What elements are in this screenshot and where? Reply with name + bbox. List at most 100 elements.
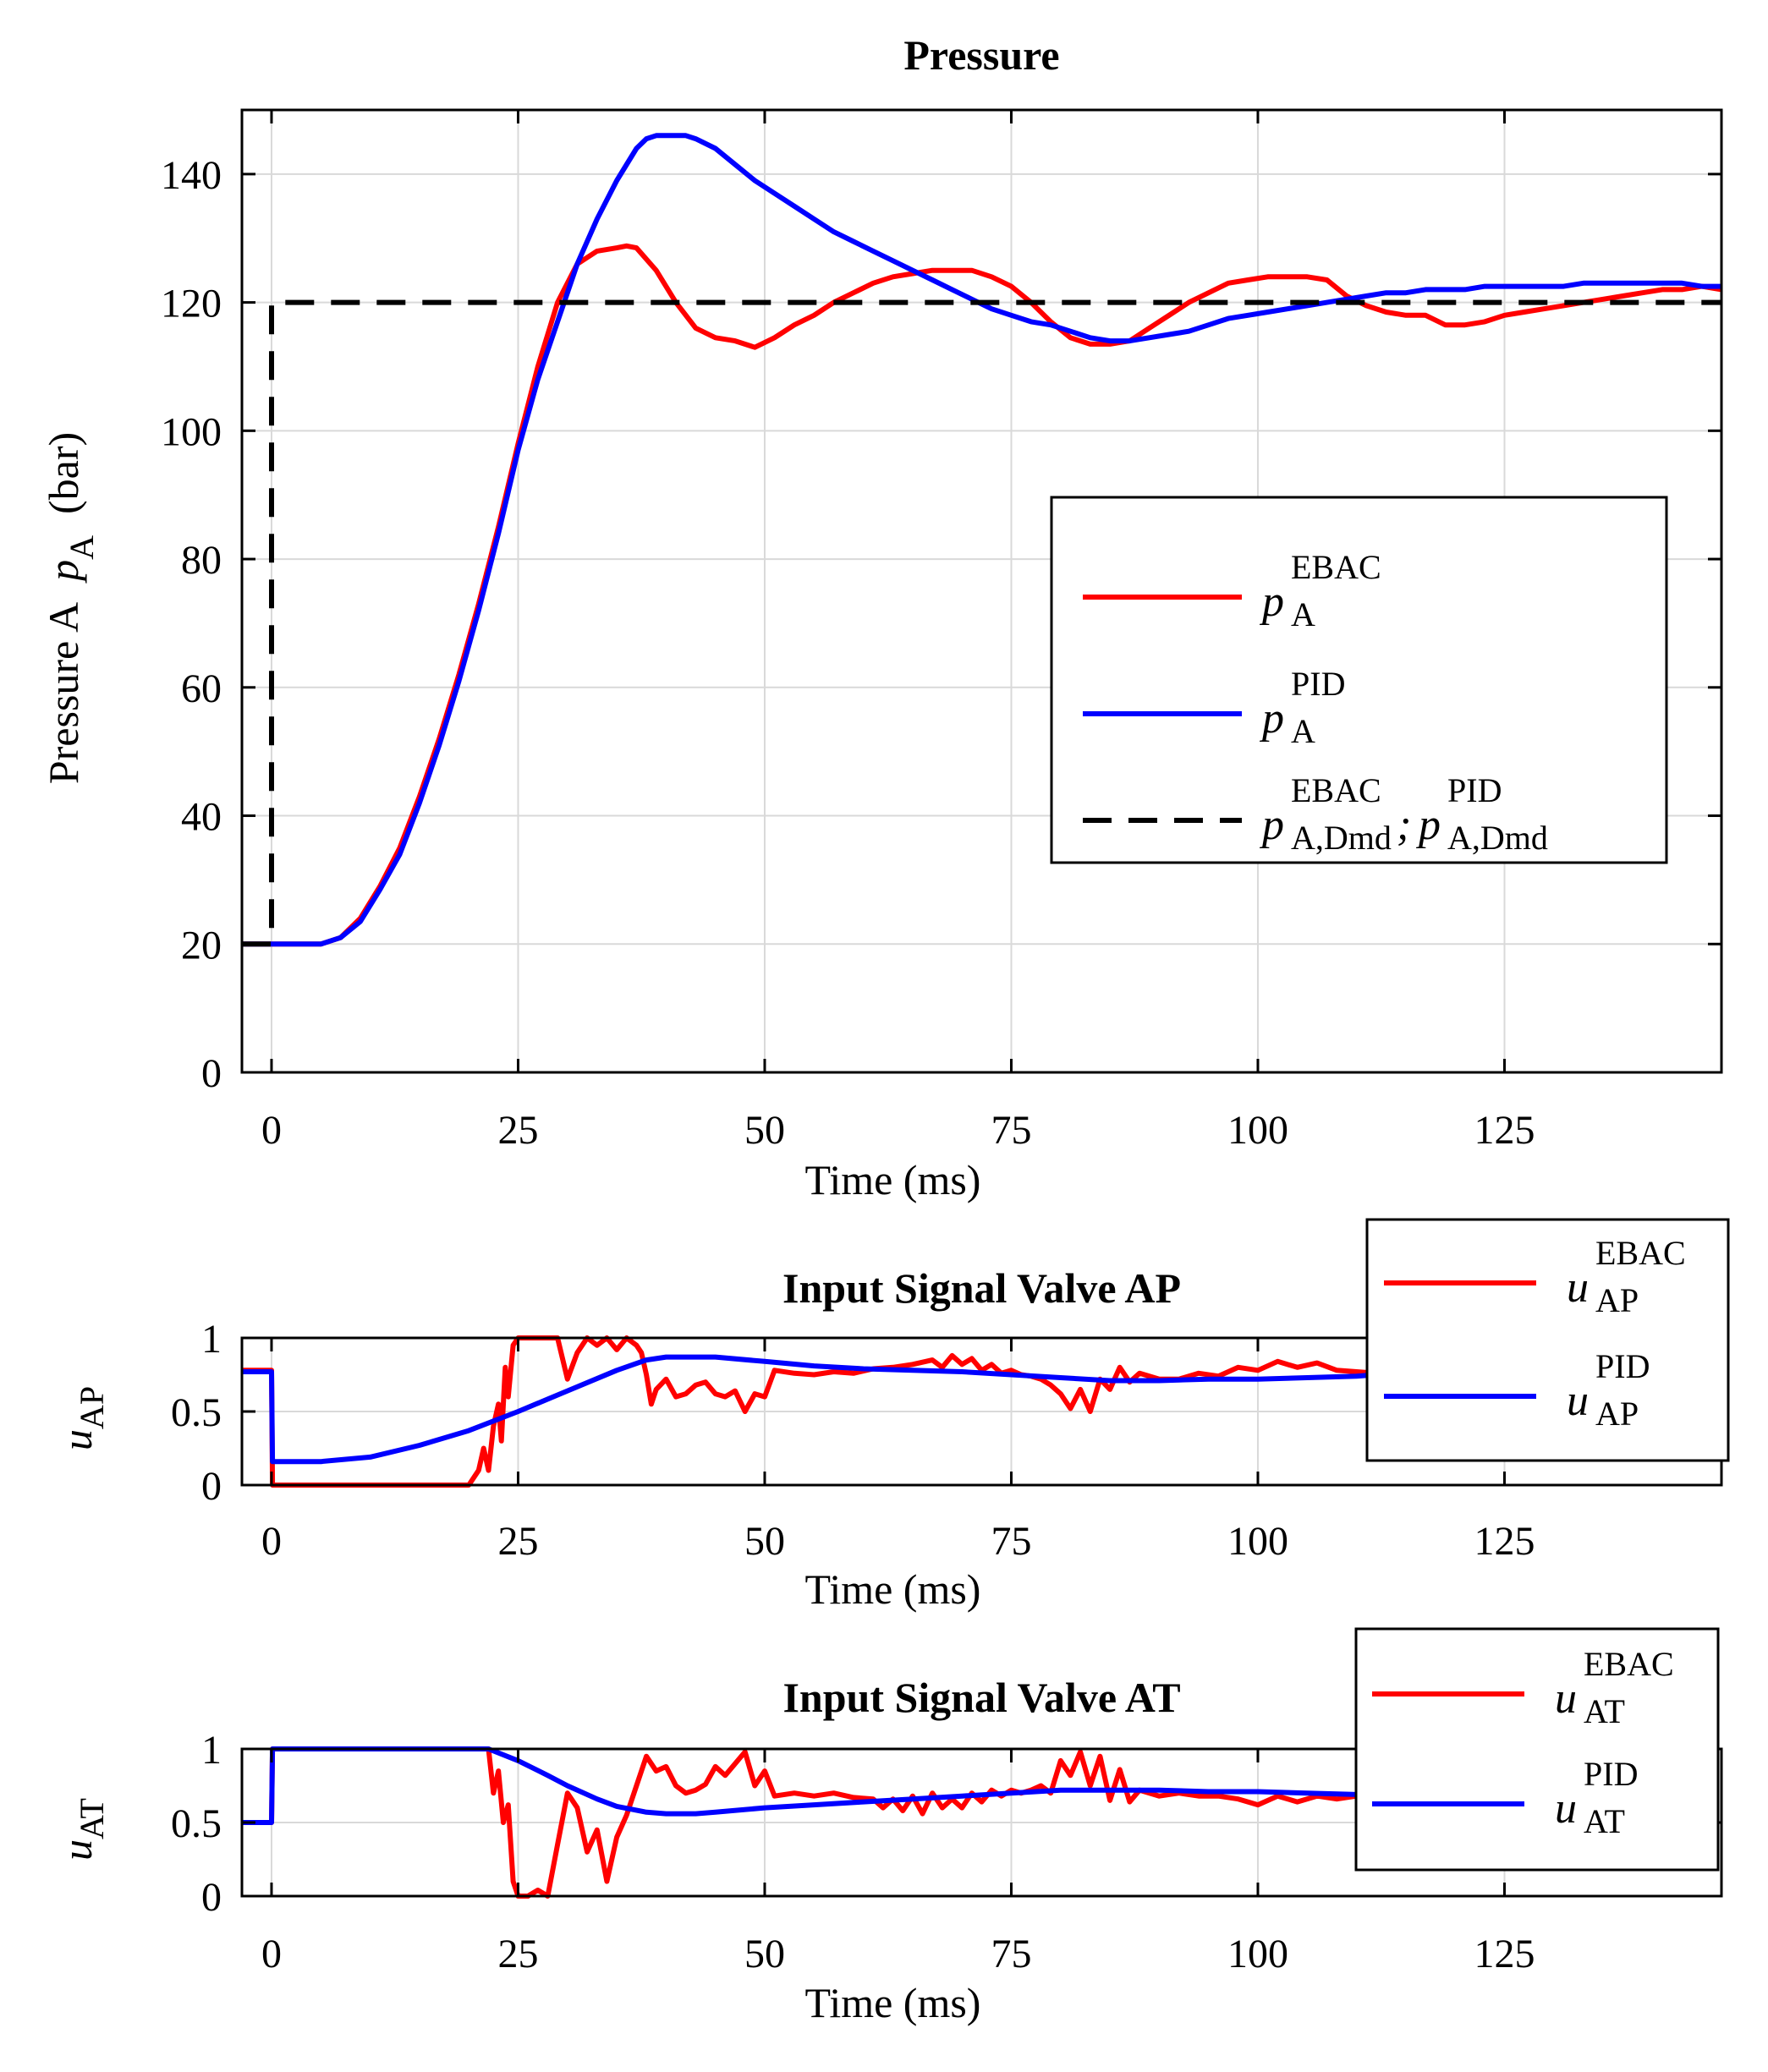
y-tick-label: 1	[201, 1317, 222, 1362]
legend-entry-0: uEBAC AP	[1567, 1234, 1686, 1319]
chart-panel-1: 0 25 50 75 100 125 0 20 40 60 80 100 120 140 Pressure T…	[40, 31, 1723, 1203]
legend-box	[1354, 1627, 1720, 1872]
series-group	[242, 1335, 1379, 1488]
chart-panel-2: 0 25 50 75 100 125 0 0.5 1 Input Signal Valve AP T…	[53, 1218, 1730, 1613]
x-tick-label: 50	[744, 1519, 785, 1564]
legend-sep: ;	[1397, 801, 1411, 849]
x-tick-label: 75	[991, 1932, 1031, 1976]
y-axis-label: uAP	[53, 1386, 111, 1450]
legend-symbol: p	[1259, 694, 1284, 743]
axes-frame	[240, 108, 1723, 1074]
x-tick-label: 75	[991, 1108, 1031, 1153]
legend-symbol: p	[1259, 578, 1284, 626]
legend-symbol: u	[1567, 1263, 1589, 1312]
y-tick-label: 100	[161, 409, 222, 454]
y-tick-label: 0.5	[171, 1390, 222, 1435]
x-tick-label: 0	[261, 1932, 282, 1976]
x-tick-label: 50	[744, 1108, 785, 1153]
series-line-demand	[242, 299, 1721, 947]
series-line-u-ap-ebac	[242, 1335, 1379, 1488]
legend-sub: A	[1291, 712, 1315, 750]
x-tick-label: 125	[1474, 1932, 1535, 1976]
x-tick-label: 75	[991, 1519, 1031, 1564]
y-axis-label-symbol-sub: AT	[73, 1798, 111, 1839]
y-tick-label: 140	[161, 153, 222, 198]
y-axis-label-symbol: u	[53, 1839, 101, 1861]
legend-sub: AP	[1595, 1281, 1639, 1319]
y-axis-label-symbol-sub: A	[63, 535, 101, 560]
y-tick-label: 120	[161, 282, 222, 326]
x-tick-label: 125	[1474, 1519, 1535, 1564]
legend-symbol: p	[1259, 801, 1284, 849]
x-tick-label: 0	[261, 1519, 282, 1564]
legend-sub: AP	[1595, 1395, 1639, 1433]
y-axis-label-symbol-sub: AP	[73, 1386, 111, 1429]
legend-entry-1: uPID AP	[1567, 1347, 1650, 1433]
legend-box	[1365, 1218, 1730, 1462]
legend-sup: EBAC	[1291, 771, 1381, 809]
legend-entry-1: uPID AT	[1555, 1755, 1638, 1840]
x-axis-label: Time (ms)	[805, 1979, 981, 2026]
legend-sup: PID	[1291, 665, 1345, 703]
y-tick-label: 0	[201, 1051, 222, 1096]
y-tick-label: 80	[181, 538, 222, 583]
y-axis-label-text: Pressure A	[40, 602, 87, 784]
y-axis-label-space	[40, 581, 87, 602]
x-tick-label: 100	[1227, 1932, 1288, 1976]
chart-panel-3: 0 25 50 75 100 125 0 0.5 1 Input Signal Valve AT T…	[53, 1627, 1723, 2026]
x-tick-label: 100	[1227, 1519, 1288, 1564]
y-tick-label: 0	[201, 1464, 222, 1509]
y-axis-label-unit: (bar)	[40, 432, 87, 514]
legend-sup: EBAC	[1595, 1234, 1686, 1272]
y-tick-label: 60	[181, 666, 222, 711]
series-line-u-at-pid	[242, 1746, 1379, 1825]
x-tick-label: 0	[261, 1108, 282, 1153]
y-tick-label: 0.5	[171, 1801, 222, 1846]
y-tick-label: 1	[201, 1728, 222, 1773]
x-tick-label: 25	[497, 1932, 538, 1976]
y-axis-label-symbol: p	[40, 560, 87, 584]
legend-sub: A,Dmd	[1291, 819, 1392, 857]
legend-symbol: u	[1567, 1377, 1589, 1425]
series-line-u-ap-pid	[242, 1354, 1379, 1465]
legend-symbol: u	[1555, 1784, 1577, 1833]
legend-sup: EBAC	[1584, 1645, 1674, 1683]
series-line-p-a-pid	[242, 133, 1721, 947]
legend-sup-2: PID	[1447, 771, 1502, 809]
legend-sub-2: A,Dmd	[1447, 819, 1548, 857]
legend-sup: PID	[1595, 1347, 1650, 1385]
legend-sub: AT	[1584, 1692, 1625, 1730]
series-group	[242, 133, 1721, 947]
chart-title: Input Signal Valve AP	[782, 1264, 1181, 1312]
x-axis-label: Time (ms)	[805, 1156, 981, 1203]
x-tick-label: 25	[497, 1108, 538, 1153]
legend-sub: AT	[1584, 1802, 1625, 1840]
legend-entry-1: pPID A	[1259, 665, 1345, 750]
legend-entry-0: pEBAC A	[1259, 548, 1381, 633]
y-axis-label: uAT	[53, 1798, 111, 1861]
x-tick-label: 50	[744, 1932, 785, 1976]
legend-sub: A	[1291, 595, 1315, 633]
legend-entry-2: pEBAC A,Dmd; pPID A,Dmd	[1259, 771, 1548, 857]
legend-sup: PID	[1584, 1755, 1638, 1793]
chart-title: Pressure	[903, 31, 1059, 79]
legend-symbol-2: p	[1415, 801, 1441, 849]
legend-box	[1050, 496, 1668, 864]
x-axis-label: Time (ms)	[805, 1565, 981, 1613]
x-tick-label: 25	[497, 1519, 538, 1564]
y-axis-label-symbol: u	[53, 1429, 101, 1450]
legend-entry-0: uEBAC AT	[1555, 1645, 1674, 1730]
x-tick-label: 100	[1227, 1108, 1288, 1153]
legend-symbol: u	[1555, 1675, 1577, 1723]
y-tick-label: 20	[181, 923, 222, 967]
y-tick-label: 0	[201, 1875, 222, 1920]
x-tick-label: 125	[1474, 1108, 1535, 1153]
y-axis-label-space	[40, 514, 87, 535]
legend-sup: EBAC	[1291, 548, 1381, 586]
y-axis-label: Pressure A pA (bar)	[40, 432, 101, 784]
chart-title: Input Signal Valve AT	[782, 1674, 1180, 1721]
